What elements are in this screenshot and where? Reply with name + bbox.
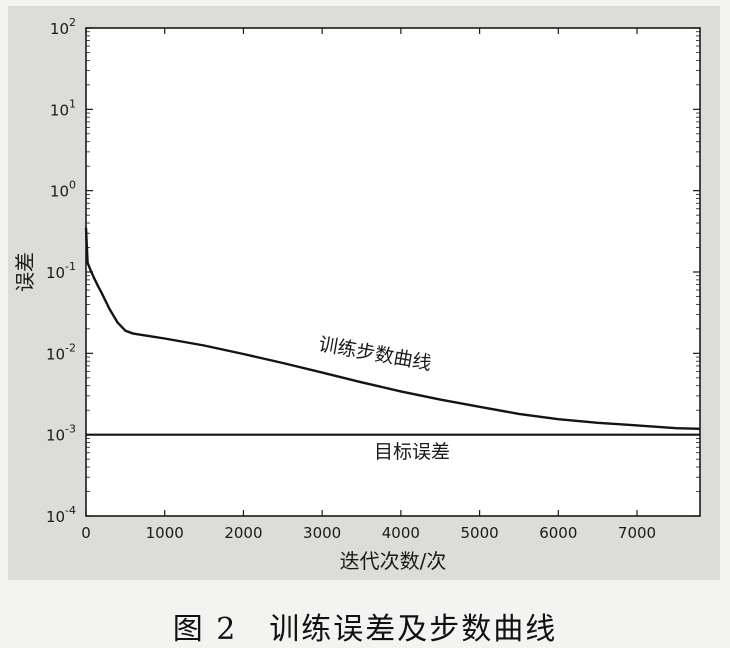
y-axis-label: 误差: [13, 252, 37, 292]
y-tick-label: 100: [50, 179, 76, 201]
x-axis-label: 迭代次数/次: [340, 549, 447, 573]
error-curve-chart: 0 1000 2000 3000 4000 5000 6000 7000 10-4 10-3 10-…: [13, 16, 701, 573]
x-tick-label: 0: [81, 524, 91, 542]
target-error-label: 目标误差: [374, 441, 450, 463]
x-tick-label: 1000: [146, 524, 184, 542]
y-tick-label: 10-2: [46, 341, 76, 363]
y-tick-label: 10-3: [46, 423, 76, 445]
y-tick-label: 102: [50, 16, 76, 38]
y-tick-label: 10-1: [46, 260, 76, 282]
x-tick-label: 5000: [460, 524, 498, 542]
figure-caption: 图 2 训练误差及步数曲线: [172, 612, 558, 647]
x-tick-label: 2000: [224, 524, 262, 542]
y-tick-label: 101: [50, 97, 76, 119]
x-tick-label: 3000: [303, 524, 341, 542]
y-tick-label: 10-4: [46, 504, 76, 526]
training-error-line: [84, 227, 701, 430]
x-tick-label: 6000: [539, 524, 577, 542]
x-tick-label: 7000: [618, 524, 656, 542]
x-tick-label: 4000: [382, 524, 420, 542]
